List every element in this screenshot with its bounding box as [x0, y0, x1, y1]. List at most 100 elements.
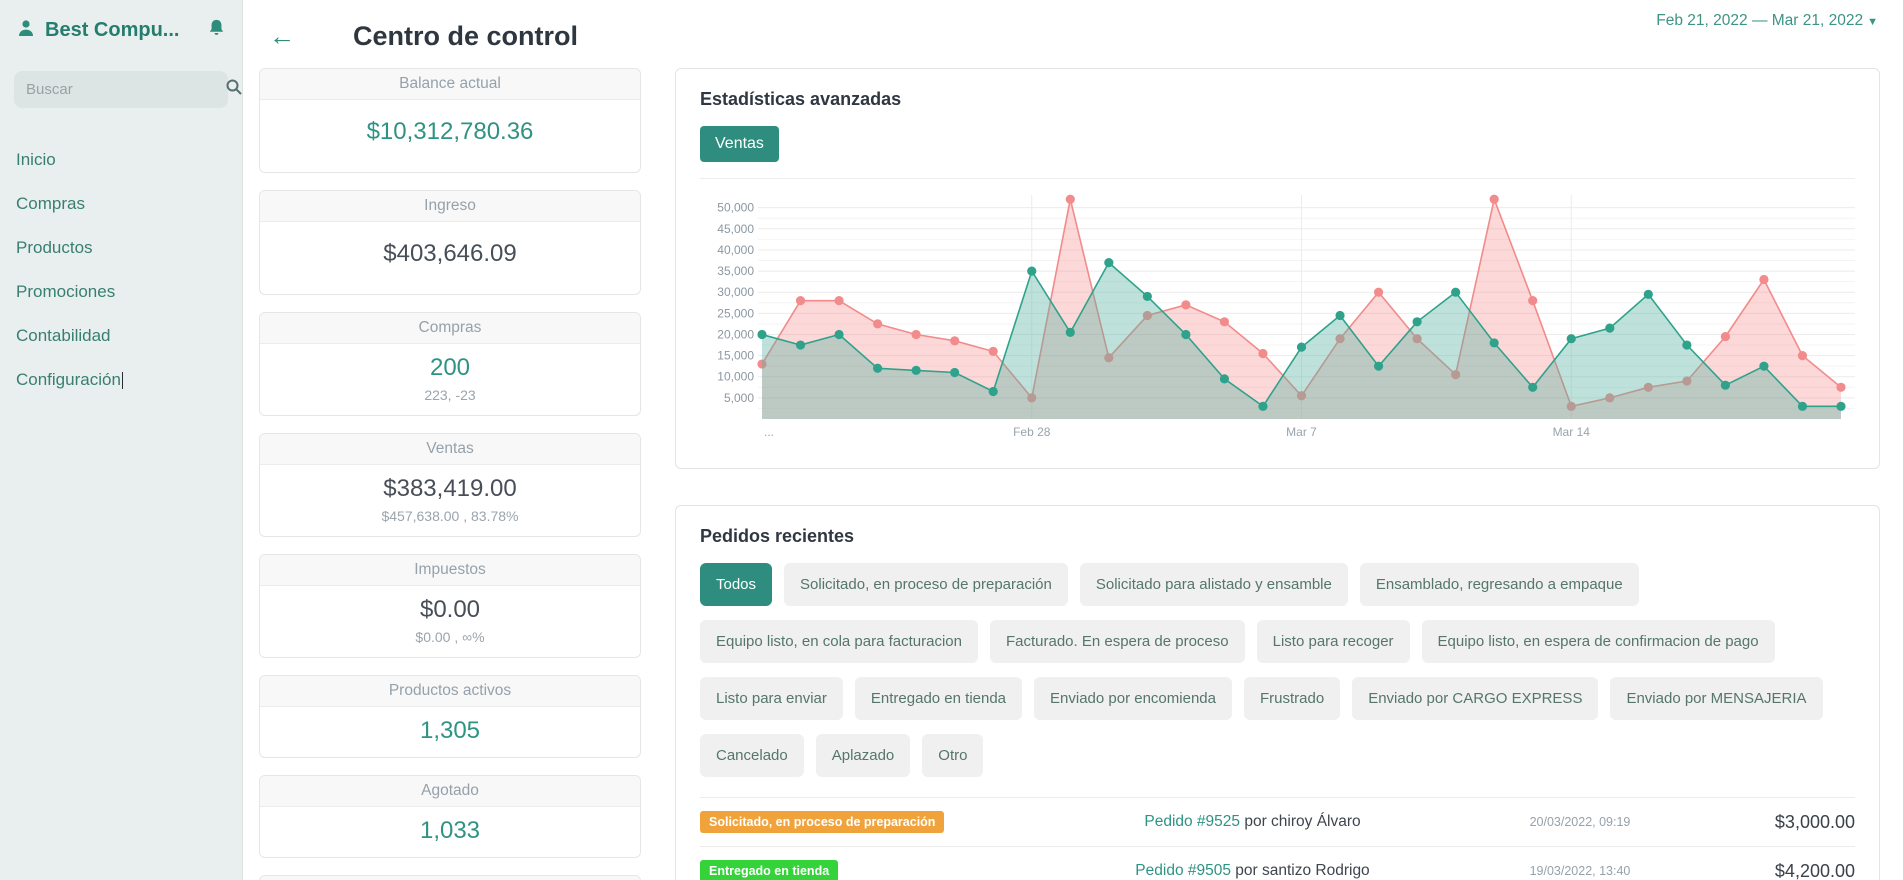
stat-card-balance-actual: Balance actual $10,312,780.36 — [259, 68, 641, 173]
filter-listo-para-enviar[interactable]: Listo para enviar — [700, 677, 843, 720]
order-rows: Solicitado, en proceso de preparación Ped… — [700, 797, 1855, 880]
stat-card-value: 1,033 — [419, 817, 481, 844]
order-amount: $3,000.00 — [1774, 811, 1855, 832]
svg-text:10,000: 10,000 — [717, 370, 754, 384]
svg-text:40,000: 40,000 — [717, 243, 754, 257]
sidebar-item-configuracion[interactable]: Configuración — [14, 358, 228, 402]
filter-ensamblado-regresando-a-empaque[interactable]: Ensamblado, regresando a empaque — [1359, 563, 1639, 606]
stat-card-label: Compras — [260, 313, 640, 344]
right-column: Estadísticas avanzadas Ventas 5,000 10,00… — [675, 68, 1880, 880]
order-customer: por chiroy Álvaro — [1240, 813, 1361, 830]
filter-solicitado-para-alistado-y-ensamble[interactable]: Solicitado para alistado y ensamble — [1079, 563, 1348, 606]
content: Balance actual $10,312,780.36 Ingreso $403,… — [259, 68, 1880, 880]
search-box — [14, 71, 242, 108]
filter-listo-para-recoger[interactable]: Listo para recoger — [1256, 620, 1410, 663]
order-date: 19/03/2022, 13:40 — [1529, 864, 1631, 878]
search-icon[interactable] — [225, 78, 243, 101]
filter-enviado-por-encomienda[interactable]: Enviado por encomienda — [1034, 677, 1232, 720]
svg-text:5,000: 5,000 — [724, 391, 754, 405]
user-icon — [16, 18, 36, 43]
brand-name: Best Compu... — [45, 19, 180, 41]
order-row[interactable]: Solicitado, en proceso de preparación Ped… — [700, 797, 1855, 846]
page-title: Centro de control — [353, 20, 579, 51]
chevron-down-icon: ▼ — [1867, 16, 1878, 28]
filter-cancelado[interactable]: Cancelado — [700, 734, 804, 777]
sidebar-item-label: Promociones — [16, 282, 116, 301]
sidebar-item-label: Productos — [16, 238, 93, 257]
recent-orders-title: Pedidos recientes — [700, 526, 855, 546]
stat-card-body: 1,033 — [260, 807, 640, 857]
filter-entregado-en-tienda[interactable]: Entregado en tienda — [854, 677, 1023, 720]
ventas-tab-button[interactable]: Ventas — [700, 126, 779, 162]
sidebar-item-compras[interactable]: Compras — [14, 182, 228, 226]
order-description: Pedido #9505 por santizo Rodrigo — [1050, 862, 1455, 880]
date-range-label: Feb 21, 2022 — Mar 21, 2022 — [1656, 12, 1864, 29]
divider — [700, 178, 1855, 179]
filter-frustrado[interactable]: Frustrado — [1243, 677, 1341, 720]
stats-column: Balance actual $10,312,780.36 Ingreso $403,… — [259, 68, 641, 880]
stat-card-value: $383,419.00 — [383, 475, 517, 502]
stat-card-label: Ingreso — [260, 191, 640, 222]
svg-text:50,000: 50,000 — [717, 201, 754, 215]
recent-orders-panel: Pedidos recientes Todos Solicitado, en pr… — [675, 505, 1880, 880]
sidebar-item-productos[interactable]: Productos — [14, 226, 228, 270]
filter-equipo-listo-en-espera-de-confirmacion-de-pago[interactable]: Equipo listo, en espera de confirmacion … — [1421, 620, 1775, 663]
stat-card-impuestos: Impuestos $0.00 $0.00 , ∞% — [259, 554, 641, 658]
stat-card-value: $403,646.09 — [383, 240, 517, 267]
sidebar-item-promociones[interactable]: Promociones — [14, 270, 228, 314]
stat-card-productos-activos: Productos activos 1,305 — [259, 675, 641, 758]
stat-card-label: Productos con moderación — [260, 876, 640, 880]
filter-enviado-por-cargo-express[interactable]: Enviado por CARGO EXPRESS — [1352, 677, 1599, 720]
stat-card-agotado: Agotado 1,033 — [259, 775, 641, 858]
back-arrow-icon[interactable]: ← — [269, 21, 295, 51]
sidebar: Best Compu... Inicio Compras Productos Prom… — [0, 0, 243, 880]
svg-text:20,000: 20,000 — [717, 327, 754, 341]
svg-text:Feb 28: Feb 28 — [1013, 425, 1051, 439]
order-number-link[interactable]: Pedido #9525 — [1144, 813, 1241, 830]
order-customer: por santizo Rodrigo — [1230, 862, 1370, 879]
svg-text:30,000: 30,000 — [717, 285, 754, 299]
stat-card-subvalue: 223, -23 — [424, 387, 476, 403]
advanced-stats-panel: Estadísticas avanzadas Ventas 5,000 10,00… — [675, 68, 1880, 469]
svg-text:45,000: 45,000 — [717, 222, 754, 236]
sidebar-item-label: Configuración — [16, 370, 121, 389]
filter-facturado-en-espera-de-proceso[interactable]: Facturado. En espera de proceso — [989, 620, 1245, 663]
stat-card-productos-con-moderacion: Productos con moderación249 — [259, 875, 641, 880]
filter-aplazado[interactable]: Aplazado — [815, 734, 911, 777]
order-filters: Todos Solicitado, en proceso de preparaci… — [700, 563, 1855, 777]
stat-card-value: $0.00 — [419, 596, 481, 623]
svg-text:25,000: 25,000 — [717, 306, 754, 320]
text-caret — [121, 372, 123, 390]
filter-equipo-listo-en-cola-para-facturacion[interactable]: Equipo listo, en cola para facturacion — [700, 620, 978, 663]
stat-card-label: Balance actual — [260, 69, 640, 100]
filter-todos[interactable]: Todos — [700, 563, 773, 606]
order-row[interactable]: Entregado en tienda Pedido #9505 por sant… — [700, 846, 1855, 880]
stat-card-body: $0.00 $0.00 , ∞% — [260, 586, 640, 657]
filter-otro[interactable]: Otro — [922, 734, 984, 777]
stat-card-ventas: Ventas $383,419.00 $457,638.00 , 83.78% — [259, 433, 641, 537]
order-number-link[interactable]: Pedido #9505 — [1135, 862, 1231, 879]
sidebar-item-label: Compras — [16, 194, 85, 213]
stat-card-body: $10,312,780.36 — [260, 100, 640, 172]
stat-card-body: $403,646.09 — [260, 222, 640, 294]
ventas-chart: 5,000 10,000 15,000 20,000 25,000 30,000 35,00… — [700, 185, 1855, 448]
stat-card-body: 1,305 — [260, 707, 640, 757]
sidebar-item-inicio[interactable]: Inicio — [14, 138, 228, 182]
svg-text:...: ... — [764, 425, 774, 439]
filter-enviado-por-mensajeria[interactable]: Enviado por MENSAJERIA — [1610, 677, 1823, 720]
stat-card-body: $383,419.00 $457,638.00 , 83.78% — [260, 465, 640, 536]
stat-card-value: 1,305 — [419, 717, 481, 744]
stat-card-compras: Compras 200 223, -23 — [259, 312, 641, 416]
topbar: ← Centro de control — [259, 14, 1880, 58]
date-range-picker[interactable]: Feb 21, 2022 — Mar 21, 2022 ▼ — [1656, 12, 1878, 30]
sidebar-item-contabilidad[interactable]: Contabilidad — [14, 314, 228, 358]
stat-card-subvalue: $0.00 , ∞% — [415, 629, 485, 645]
stat-card-label: Agotado — [260, 776, 640, 807]
svg-text:35,000: 35,000 — [717, 264, 754, 278]
search-input[interactable] — [26, 81, 225, 98]
filter-solicitado-en-proceso-de-preparaci-n[interactable]: Solicitado, en proceso de preparación — [784, 563, 1068, 606]
svg-text:Mar 14: Mar 14 — [1553, 425, 1591, 439]
bell-icon[interactable] — [207, 18, 226, 43]
stat-card-body: 200 223, -23 — [260, 344, 640, 415]
